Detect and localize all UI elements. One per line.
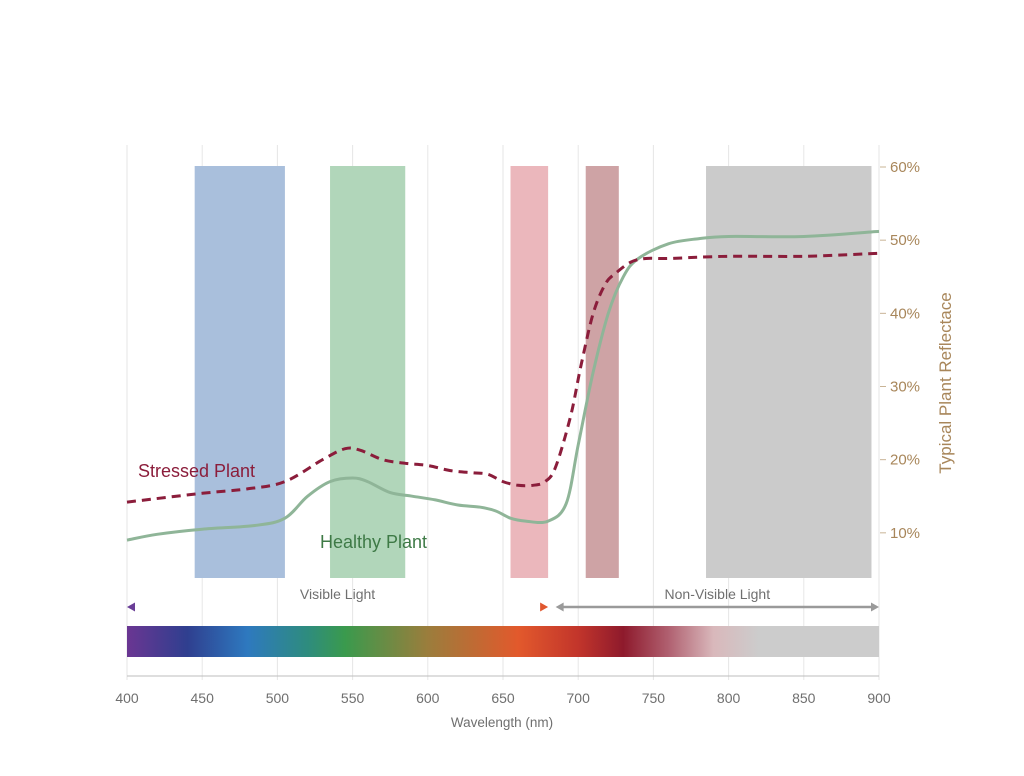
stressed-plant-line bbox=[126, 251, 880, 504]
y-tick-label: 10% bbox=[890, 525, 920, 542]
x-tick-label: 550 bbox=[341, 690, 365, 706]
band-bar bbox=[706, 166, 872, 578]
arrow-head-left bbox=[127, 602, 135, 612]
y-tick-label: 20% bbox=[890, 452, 920, 469]
healthy-plant-line bbox=[126, 229, 880, 542]
band-bar bbox=[510, 166, 549, 578]
x-axis-label: Wavelength (nm) bbox=[451, 715, 553, 730]
stressed-plant-label: Stressed Plant bbox=[138, 461, 255, 481]
y-tick-label: 40% bbox=[890, 305, 920, 322]
x-tick-label: 400 bbox=[115, 690, 139, 706]
x-tick-label: 900 bbox=[867, 690, 891, 706]
x-tick-label: 800 bbox=[717, 690, 741, 706]
band-bar bbox=[194, 166, 285, 578]
x-tick-label: 450 bbox=[191, 690, 215, 706]
band-bar bbox=[330, 166, 406, 578]
x-tick-label: 750 bbox=[642, 690, 666, 706]
x-axis-ticks: 400 450 500 550 600 650 700 750 800 850 900 bbox=[115, 675, 891, 706]
wavelength-bands bbox=[194, 166, 872, 578]
light-ranges: Visible Light Non-Visible Light bbox=[127, 586, 879, 612]
healthy-plant-label: Healthy Plant bbox=[320, 532, 427, 552]
y-tick-label: 30% bbox=[890, 379, 920, 396]
arrow-head-right bbox=[540, 602, 549, 612]
x-tick-label: 500 bbox=[266, 690, 290, 706]
y-axis-label: Typical Plant Reflectace bbox=[936, 292, 955, 473]
band-bar bbox=[585, 166, 619, 578]
x-tick-label: 650 bbox=[491, 690, 515, 706]
x-tick-label: 600 bbox=[416, 690, 440, 706]
arrow-head-left bbox=[555, 602, 564, 612]
x-tick-label: 700 bbox=[567, 690, 591, 706]
arrow-head-right bbox=[871, 602, 879, 612]
range-label: Non-Visible Light bbox=[665, 586, 771, 602]
spectrum-bar bbox=[127, 626, 879, 657]
x-tick-label: 850 bbox=[792, 690, 816, 706]
y-tick-label: 60% bbox=[890, 159, 920, 176]
y-tick-label: 50% bbox=[890, 232, 920, 249]
series-labels: Stressed Plant Healthy Plant bbox=[138, 461, 427, 552]
range-label: Visible Light bbox=[300, 586, 375, 602]
y-axis-ticks: 10% 20% 30% 40% 50% 60% bbox=[880, 159, 920, 542]
series-lines bbox=[126, 229, 880, 542]
